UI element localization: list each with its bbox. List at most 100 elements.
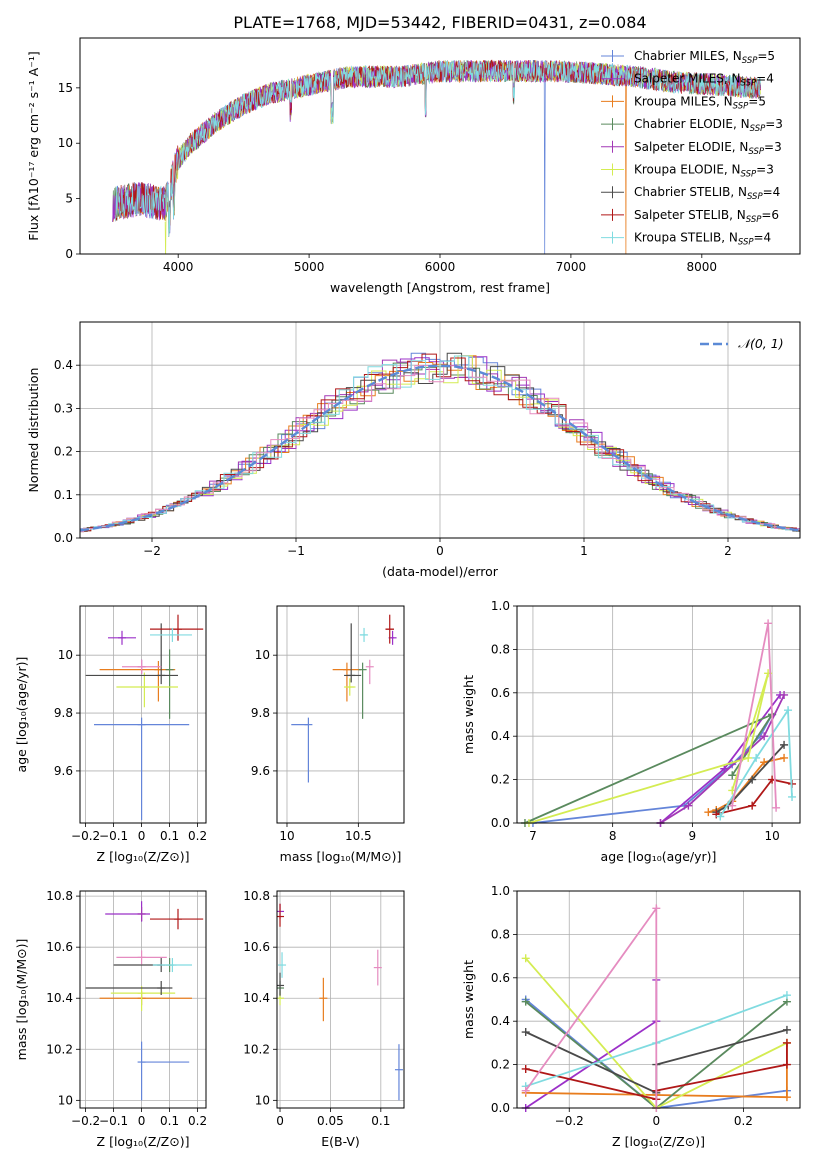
legend-subscript: SSP [733,101,749,111]
x-tick-label: 0.1 [371,1114,390,1128]
weight-path [524,712,775,824]
weight-marker [782,1060,791,1069]
x-tick-label: 0.2 [734,1114,753,1128]
x-tick-label: −0.2 [71,1114,100,1128]
y-tick-label: 0.4 [54,358,73,372]
axes-frame [79,890,207,1109]
x-tick-label: −1 [287,544,305,558]
y-tick-label: 10.8 [46,889,73,903]
weight-path [524,905,658,1108]
errorbar-kroupa-elodie [110,986,176,1011]
legend-count: =4 [754,231,772,245]
x-tick-label: 10 [764,829,779,843]
weight-marker [716,812,725,821]
y-tick-label: 10.4 [243,991,270,1005]
axes-frame [276,605,405,824]
weight-marker [782,991,791,1000]
legend-subscript: SSP [742,56,758,66]
errorbar-chabrier-stelib [344,623,362,683]
y-tick-label: 0.6 [491,971,510,985]
legend-label: Chabrier STELIB, NSSP=4 [634,185,780,202]
y-tick-label: 9.8 [251,706,270,720]
x-axis-label: Z [log₁₀(Z/Z⊙)] [97,1134,190,1149]
legend-count: =5 [757,49,775,63]
y-tick-label: 0.1 [54,488,73,502]
errorbar-salpeter-miles [105,901,150,922]
weight-line-salpeter-miles [521,975,661,1112]
weight-vs-age-panel: 7 8 9 10 0.0 0.2 0.4 0.6 0.8 1.0 age [log₁₀(age/yr… [461,599,801,864]
x-tick-label: 0 [653,1114,661,1128]
legend-label: Salpeter MILES, NSSP=4 [634,72,774,89]
y-tick-label: 0.4 [491,1014,510,1028]
x-axis-label: Z [log₁₀(Z/Z⊙)] [612,1134,705,1149]
y-axis-label: Normed distribution [26,368,41,493]
errorbar-kroupa-stelib [359,627,369,642]
gaussian-curve [79,364,801,532]
axes-frame [79,37,801,255]
y-tick-label: 0.0 [491,1101,510,1115]
y-axis-label: mass weight [461,675,476,754]
page-title: PLATE=1768, MJD=53442, FIBERID=0431, z=0… [233,13,646,32]
axes-frame [79,321,801,539]
y-tick-label: 10 [58,136,73,150]
errorbar-kroupa-miles [332,662,362,702]
legend-count: =3 [765,117,783,131]
weight-marker [728,801,737,810]
y-tick-label: 0.2 [54,445,73,459]
weight-path [525,1042,788,1099]
weight-path [715,744,785,813]
y-tick-label: 0.8 [491,642,510,656]
y-axis-label: mass weight [461,960,476,1039]
mass-vs-ebv-panel: 0 0.05 0.1 10 10.2 10.4 10.6 10.8 E(B-V) [243,889,405,1149]
errorbar-chabrier-miles [394,1044,403,1101]
y-tick-label: 10.6 [243,940,270,954]
errorbar-salpeter-stelib [150,614,204,641]
x-tick-label: 1 [580,544,588,558]
x-tick-label: 8000 [687,260,718,274]
errorbar-chabrier-miles [94,717,190,821]
y-tick-label: 0.8 [491,927,510,941]
y-tick-label: 10.4 [46,991,73,1005]
legend-subscript: SSP [738,238,754,248]
y-tick-label: 0.2 [491,1058,510,1072]
legend-count: =5 [748,94,766,108]
weight-path [660,694,785,824]
y-tick-label: 10.8 [243,889,270,903]
x-tick-label: 4000 [163,260,194,274]
x-tick-label: 2 [724,544,732,558]
errorbar-kroupa-stelib [150,627,192,642]
x-tick-label: −0.2 [71,829,100,843]
weight-marker [720,764,729,773]
weight-marker [780,740,789,749]
errorbar-chabrier-stelib [85,623,178,685]
y-tick-label: 0.0 [491,816,510,830]
x-axis-label: mass [log₁₀(M/M⊙)] [280,849,402,864]
errorbar-pink [116,950,167,965]
errorbar-pink [122,659,162,674]
axes-frame [516,605,801,824]
x-tick-label: 5000 [294,260,325,274]
y-axis-label: mass [log₁₀(M/M⊙)] [14,939,29,1061]
weight-marker [684,801,693,810]
x-tick-label: −0.1 [99,829,128,843]
y-tick-label: 5 [65,192,73,206]
errorbar-salpeter-stelib [150,908,204,930]
errorbar-pink [365,659,374,685]
y-tick-label: 10 [58,1093,73,1107]
weight-marker [744,753,753,762]
residuals-panel: −2 −1 0 1 2 0.0 0.1 0.2 0.3 0.4 (data-model)/error… [26,321,801,579]
weight-marker [748,801,757,810]
weight-line-salpeter-stelib [712,775,797,819]
errorbar-chabrier-stelib [85,981,173,996]
weight-marker [760,758,769,767]
age-vs-mass-panel: 10 10.5 9.6 9.8 10 mass [log₁₀(M/M⊙)] [251,605,405,864]
x-axis-label: Z [log₁₀(Z/Z⊙)] [97,849,190,864]
weight-marker [788,792,797,801]
x-tick-label: 0 [138,1114,146,1128]
legend-count: =4 [756,72,774,86]
weight-marker [521,997,530,1006]
weight-line-pink [728,619,781,812]
legend-label: Chabrier MILES, NSSP=5 [634,49,775,66]
spectrum-panel: 4000 5000 6000 7000 8000 0 5 10 15 wavelength [An… [26,37,801,295]
